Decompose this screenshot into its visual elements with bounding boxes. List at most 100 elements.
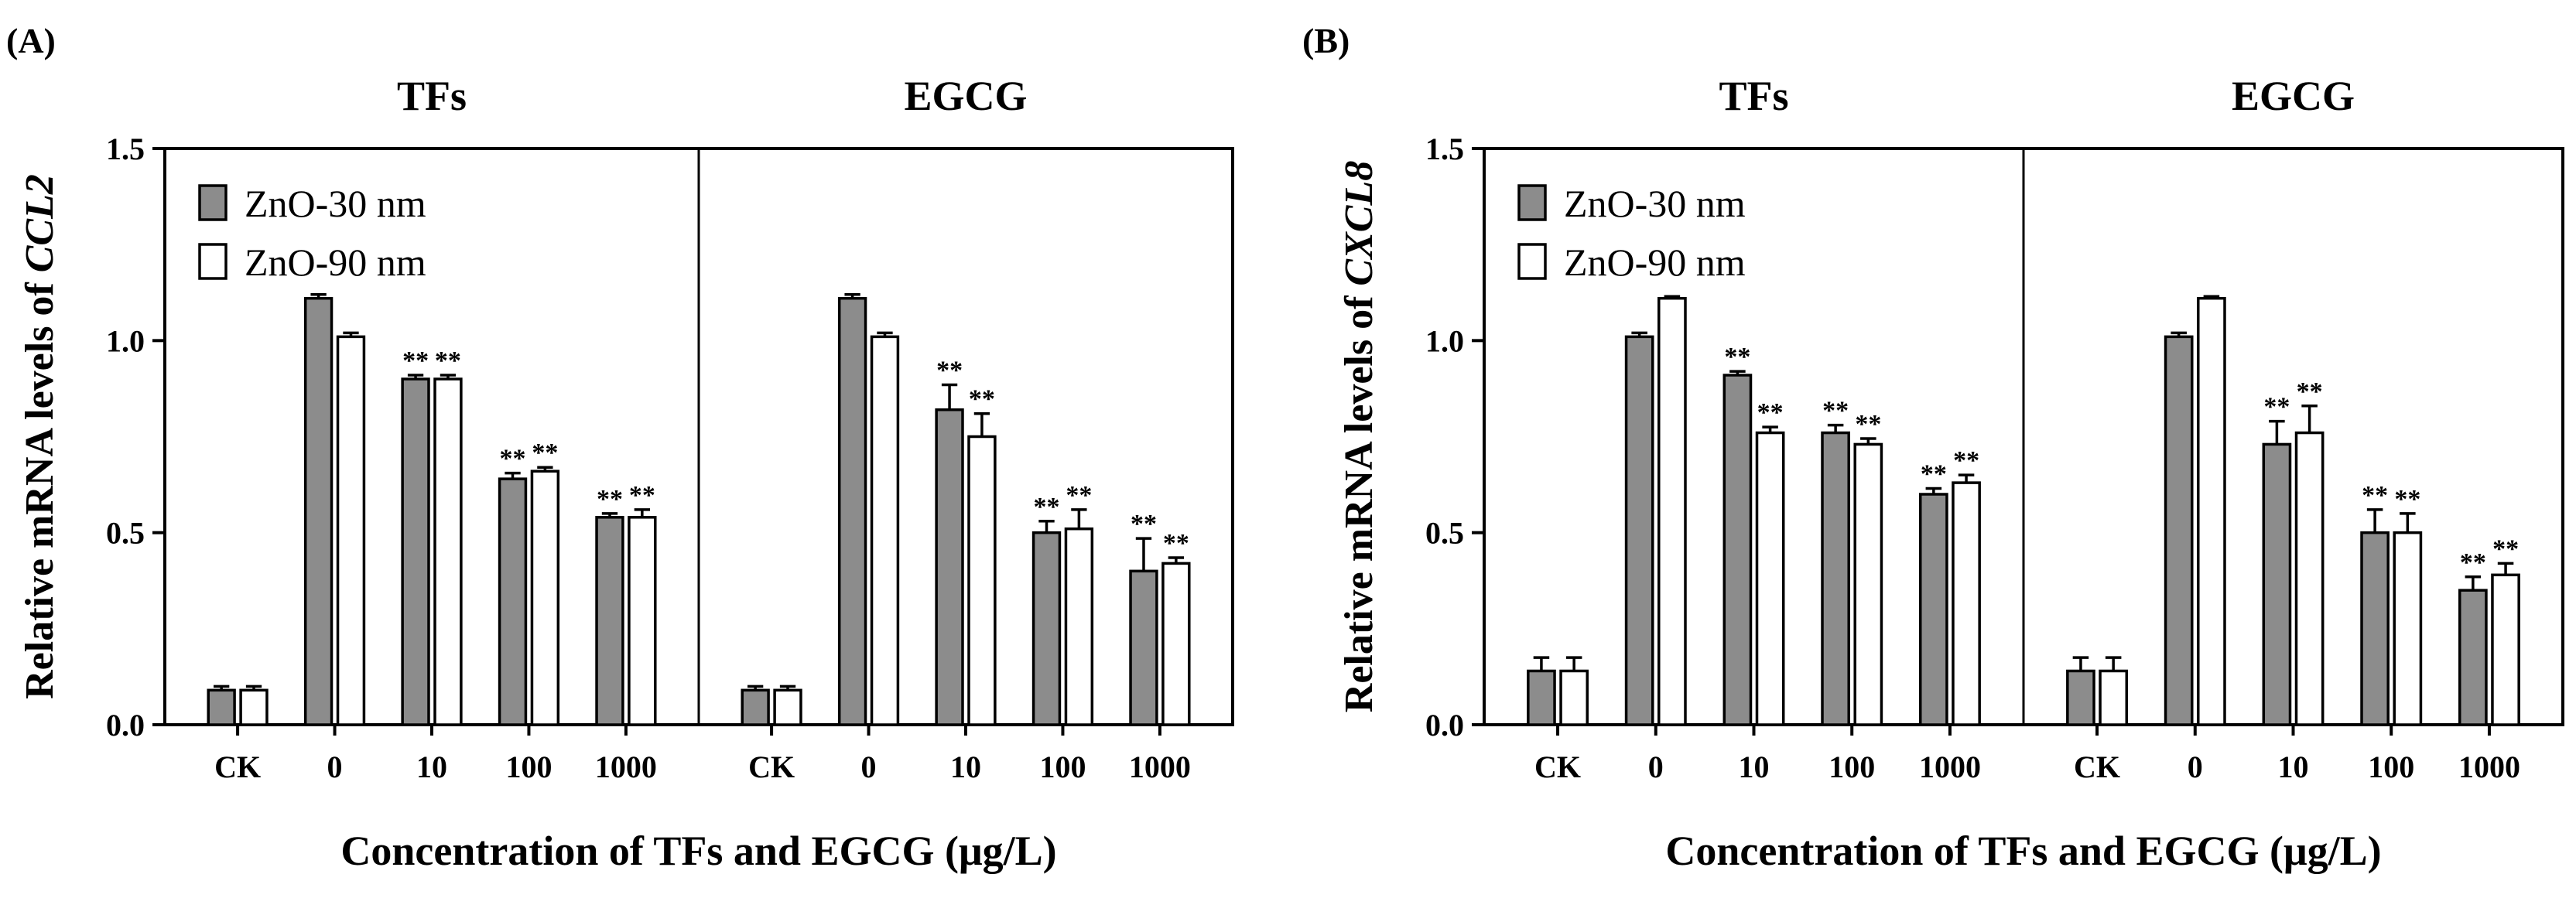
significance-label: **: [629, 481, 655, 510]
significance-label: **: [1822, 397, 1849, 425]
group-title: EGCG: [904, 73, 1027, 119]
significance-label: **: [1724, 343, 1750, 371]
legend-label: ZnO-30 nm: [245, 182, 426, 225]
x-tick-label: 10: [416, 749, 447, 784]
significance-label: **: [402, 347, 429, 375]
bar: [2458, 589, 2488, 726]
bar: [1161, 562, 1191, 726]
bar: [2164, 335, 2194, 726]
bar: [1918, 493, 1948, 726]
y-tick-label: 1.5: [106, 131, 145, 166]
bar: [935, 408, 964, 726]
significance-label: **: [2362, 481, 2388, 510]
bar: [2066, 669, 2095, 726]
legend-label: ZnO-90 nm: [245, 241, 426, 284]
bar: [2262, 442, 2292, 726]
significance-label: **: [500, 445, 526, 473]
y-tick-label: 1.5: [1425, 131, 1464, 166]
significance-label: **: [1163, 529, 1189, 558]
bar: [1064, 527, 1094, 726]
significance-label: **: [2394, 485, 2420, 514]
bar: [2294, 431, 2325, 726]
group-title: TFs: [1719, 73, 1788, 119]
legend-swatch: [1517, 184, 1547, 221]
x-tick-label: 0: [861, 749, 877, 784]
x-tick-label: CK: [1534, 749, 1581, 784]
significance-label: **: [2263, 393, 2290, 422]
legend-label: ZnO-90 nm: [1564, 241, 1746, 284]
x-tick-label: 100: [505, 749, 552, 784]
group-title: TFs: [397, 73, 467, 119]
bar: [2491, 573, 2520, 726]
y-tick-label: 0.0: [106, 708, 145, 743]
bar: [1853, 442, 1883, 726]
bar: [837, 296, 867, 726]
y-tick-label: 0.5: [106, 516, 145, 551]
significance-label: **: [1131, 510, 1157, 538]
x-tick-label: 0: [2188, 749, 2203, 784]
group-title: EGCG: [2232, 73, 2355, 119]
bar: [870, 335, 900, 726]
y-tick-label: 1.0: [1425, 323, 1464, 358]
x-tick-label: 0: [1648, 749, 1664, 784]
x-tick-label: 10: [2278, 749, 2309, 784]
bar: [2360, 531, 2390, 726]
y-axis-label-gene: CXCL8: [1337, 161, 1381, 286]
y-axis-label-prefix: Relative mRNA levels of: [1337, 286, 1381, 713]
bar: [1952, 481, 1981, 726]
bar: [1624, 335, 1654, 726]
x-axis-label: Concentration of TFs and EGCG (μg/L): [340, 828, 1056, 874]
x-tick-label: 1000: [2458, 749, 2520, 784]
bar: [530, 469, 560, 726]
x-tick-label: 0: [327, 749, 343, 784]
x-tick-label: 10: [950, 749, 981, 784]
x-tick-label: CK: [2074, 749, 2120, 784]
bar: [2099, 669, 2129, 726]
bar: [1755, 431, 1785, 726]
bar: [2393, 531, 2423, 726]
bar: [1722, 374, 1753, 726]
panel-label: (A): [6, 21, 56, 60]
bar: [2197, 296, 2226, 726]
x-tick-label: CK: [214, 749, 261, 784]
bar: [1657, 296, 1687, 726]
y-tick-label: 1.0: [106, 323, 145, 358]
y-tick-label: 0.5: [1425, 516, 1464, 551]
bar: [595, 516, 624, 726]
significance-label: **: [1757, 398, 1784, 427]
significance-label: **: [597, 485, 623, 514]
legend-label: ZnO-30 nm: [1564, 182, 1746, 225]
x-tick-label: 1000: [1129, 749, 1191, 784]
bar: [1031, 531, 1062, 726]
x-tick-label: 100: [2368, 749, 2414, 784]
x-tick-label: 1000: [1919, 749, 1981, 784]
y-tick-label: 0.0: [1425, 708, 1464, 743]
significance-label: **: [2492, 534, 2519, 563]
bar: [336, 335, 366, 726]
x-tick-label: CK: [748, 749, 795, 784]
legend-swatch: [1517, 243, 1547, 280]
significance-label: **: [435, 347, 461, 375]
bar: [1527, 669, 1556, 726]
bar: [628, 516, 657, 726]
significance-label: **: [2460, 548, 2486, 577]
significance-label: **: [1953, 446, 1979, 475]
y-axis-label-gene: CCL2: [18, 174, 62, 272]
bar: [773, 688, 802, 726]
significance-label: **: [532, 439, 558, 467]
bar: [1129, 569, 1158, 726]
y-axis-label: Relative mRNA levels of CCL2: [18, 174, 62, 699]
bar: [498, 477, 528, 726]
x-tick-label: 100: [1829, 749, 1875, 784]
significance-label: **: [1921, 460, 1947, 489]
x-tick-label: 1000: [595, 749, 657, 784]
bar: [433, 377, 463, 726]
significance-label: **: [2297, 377, 2323, 406]
panel-b: (B) TFs EGCG 0.0 0.5 1.0 1.5 Relative mRNA leve…: [1302, 21, 2564, 874]
bar: [401, 377, 430, 726]
panel-a: (A) TFs EGCG 0.0 0.5 1.0 1.5 Relative mRNA leve…: [6, 21, 1234, 874]
significance-label: **: [1066, 481, 1092, 510]
legend-swatch: [198, 243, 227, 280]
y-axis-label: Relative mRNA levels of CXCL8: [1337, 161, 1381, 712]
